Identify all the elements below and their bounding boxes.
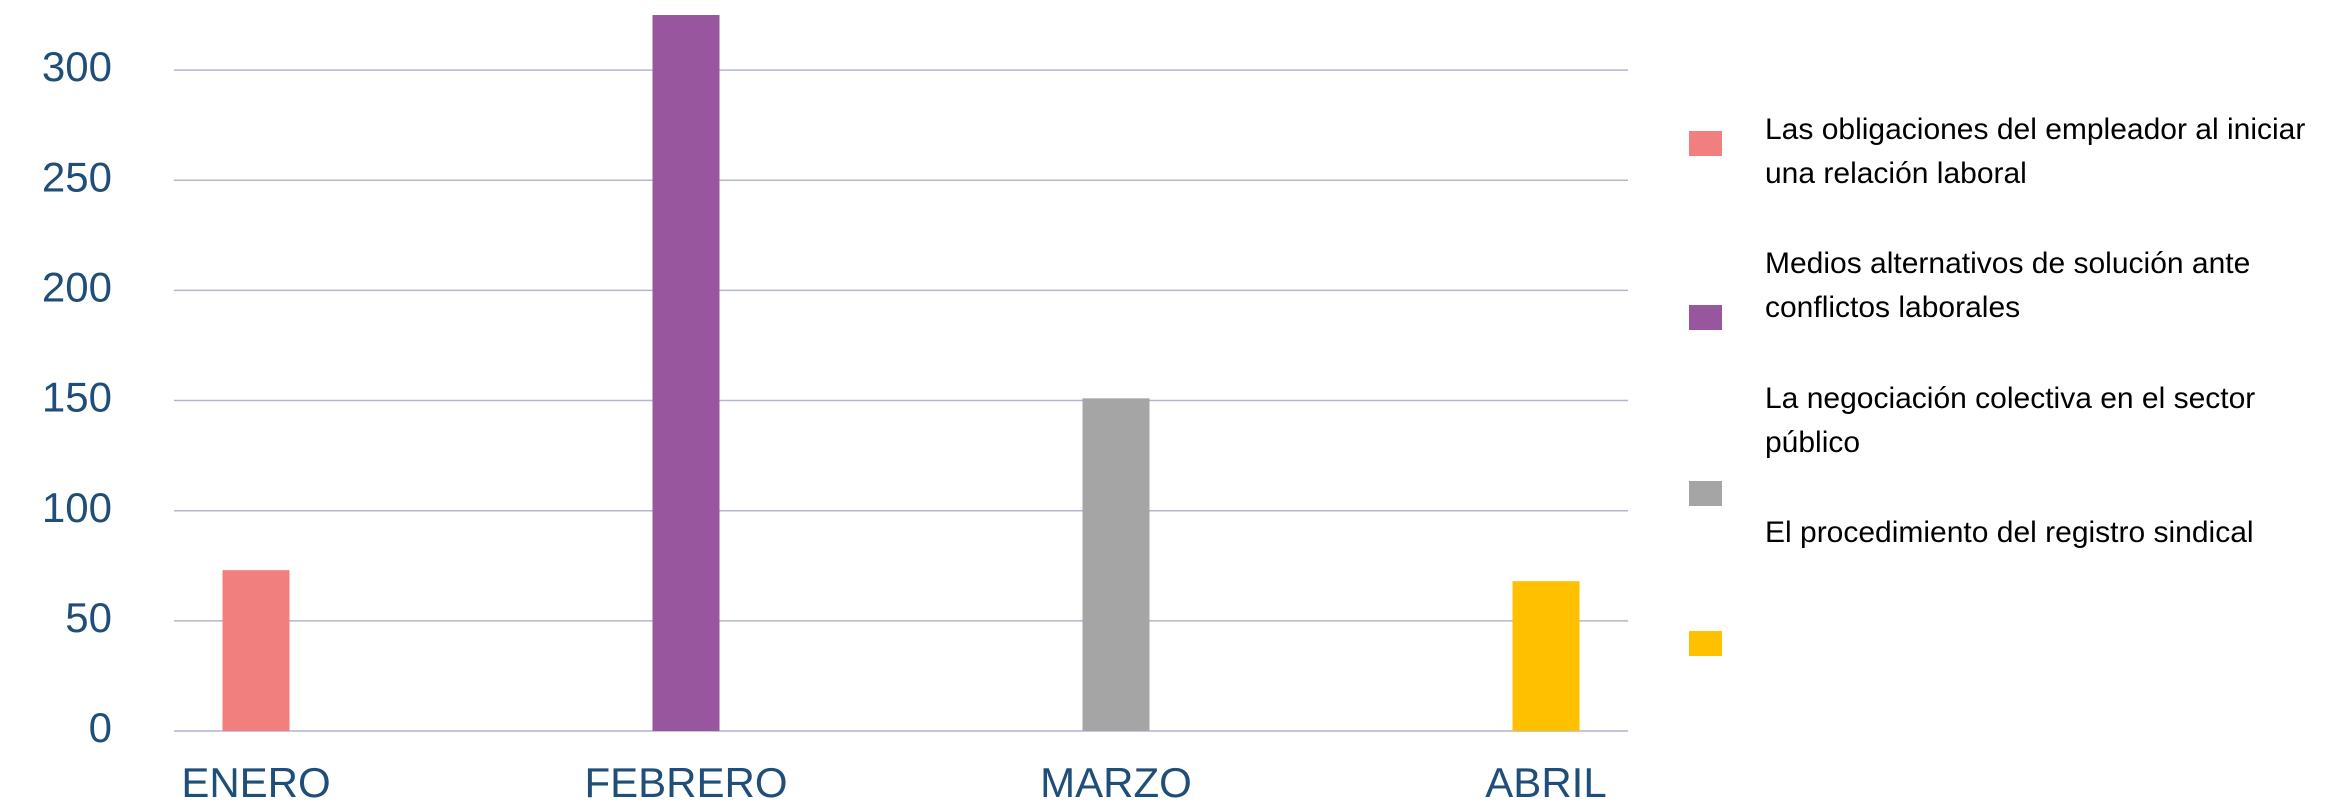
bar [652,15,720,732]
x-tick-label: ABRIL [1485,759,1606,806]
legend-label: Medios alternativos de solución ante con… [1765,247,2251,324]
bar [222,570,290,731]
legend-swatch [1689,131,1722,156]
x-tick-label: FEBRERO [584,759,787,806]
x-tick-label: ENERO [181,759,330,806]
bar [1512,581,1580,731]
legend-label: El procedimiento del registro sindical [1765,516,2254,549]
y-tick-label: 250 [42,153,112,200]
legend-label: La negociación colectiva en el sector pú… [1765,382,2256,459]
legend-label: Las obligaciones del empleador al inicia… [1765,113,2306,190]
legend-swatch [1689,631,1722,656]
y-tick-label: 0 [89,704,112,751]
y-tick-label: 200 [42,263,112,310]
y-tick-label: 50 [65,594,112,641]
y-tick-label: 150 [42,374,112,421]
x-tick-label: MARZO [1040,759,1192,806]
bar [1082,398,1150,731]
y-tick-label: 100 [42,484,112,531]
y-tick-label: 300 [42,43,112,90]
legend-swatch [1689,481,1722,506]
legend-swatch [1689,305,1722,330]
